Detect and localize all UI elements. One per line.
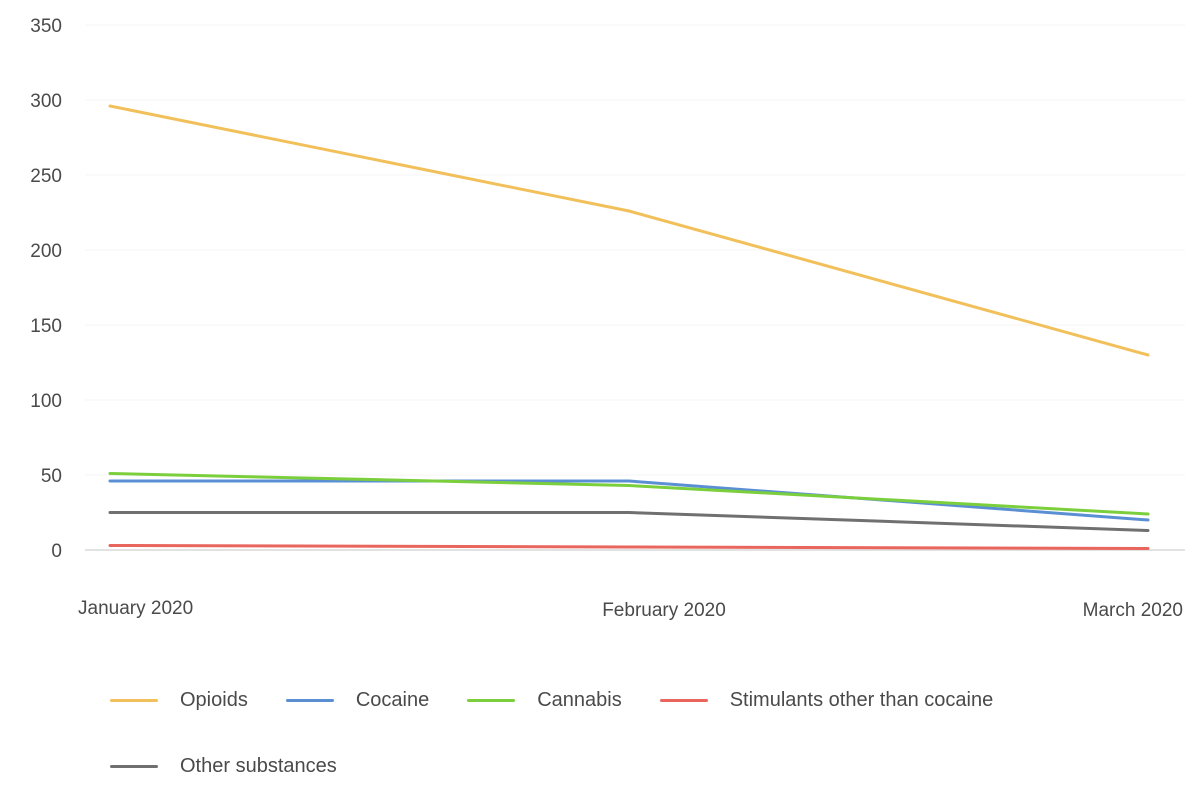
y-tick-label-150: 150 (30, 316, 62, 337)
legend-swatch-cocaine (285, 698, 334, 702)
legend-swatch-stimulants (659, 698, 708, 702)
y-tick-label-250: 250 (30, 166, 62, 187)
gridlines (85, 24, 1185, 551)
legend-label-other-substances: Other substances (180, 754, 337, 777)
legend-label-cocaine: Cocaine (355, 688, 430, 711)
series-line-stimulants-other-than-cocaine (108, 544, 1150, 550)
legend-item-cannabis: Cannabis (467, 689, 622, 712)
legend: Opioids Cocaine Cannabis Stimulants othe… (110, 680, 1170, 812)
x-axis-ticks: January 2020 February 2020 March 2020 (78, 598, 1183, 621)
y-tick-label-0: 0 (51, 541, 62, 562)
x-tick-label-1: February 2020 (602, 600, 726, 621)
legend-item-cocaine: Cocaine (285, 688, 430, 712)
legend-label-stimulants: Stimulants other than cocaine (729, 688, 994, 711)
legend-row-2: Other substances (110, 746, 1170, 786)
legend-label-cannabis: Cannabis (537, 688, 622, 711)
series-line-opioids (108, 104, 1150, 357)
y-axis-ticks: 0 50 100 150 200 250 300 350 (30, 16, 62, 562)
y-tick-label-200: 200 (30, 241, 62, 262)
legend-item-other-substances: Other substances (110, 755, 337, 778)
legend-item-stimulants: Stimulants other than cocaine (659, 688, 994, 712)
y-tick-label-300: 300 (30, 91, 62, 112)
y-tick-label-100: 100 (30, 391, 62, 412)
x-tick-label-0: January 2020 (78, 598, 193, 619)
series-lines (108, 104, 1150, 550)
x-tick-label-2: March 2020 (1083, 600, 1183, 621)
legend-swatch-opioids (110, 698, 158, 702)
y-tick-label-350: 350 (30, 16, 62, 37)
y-tick-label-50: 50 (41, 466, 62, 487)
line-chart: 0 50 100 150 200 250 300 350 January 2020 Februa… (30, 16, 1185, 621)
series-line-cannabis (108, 472, 1150, 516)
legend-swatch-other-substances (110, 764, 158, 768)
legend-item-opioids: Opioids (110, 689, 248, 712)
legend-swatch-cannabis (467, 698, 516, 702)
legend-row-1: Opioids Cocaine Cannabis Stimulants othe… (110, 680, 1170, 720)
series-line-cocaine (108, 479, 1150, 522)
legend-label-opioids: Opioids (180, 688, 248, 711)
series-line-other-substances (108, 511, 1150, 532)
